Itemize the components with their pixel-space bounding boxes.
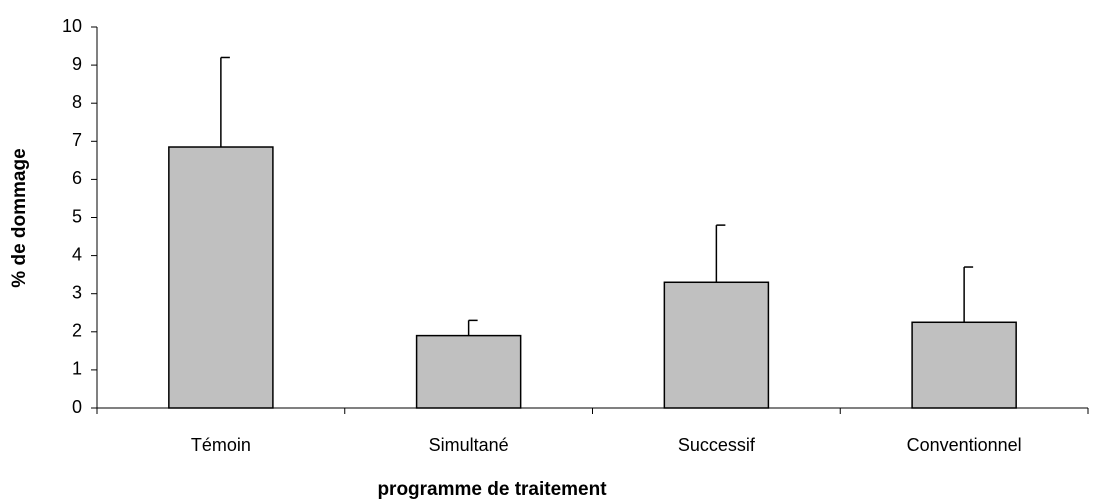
- bar: [663, 281, 770, 409]
- bar: [168, 146, 274, 409]
- x-tick-label: Conventionnel: [907, 435, 1022, 455]
- y-axis-label: % de dommage: [9, 148, 30, 287]
- y-tick-label: 10: [62, 16, 82, 36]
- y-tick-label: 9: [72, 54, 82, 74]
- y-tick-label: 5: [72, 206, 82, 226]
- bar: [911, 321, 1017, 409]
- y-tick-label: 6: [72, 168, 82, 188]
- y-tick-label: 3: [72, 282, 82, 302]
- x-tick-label: Simultané: [429, 435, 509, 455]
- y-tick-label: 8: [72, 92, 82, 112]
- x-axis-label: programme de traitement: [377, 479, 607, 500]
- x-tick-label: Témoin: [191, 435, 251, 455]
- y-tick-label: 1: [72, 359, 82, 379]
- x-tick-label: Successif: [678, 435, 756, 455]
- y-tick-label: 0: [72, 397, 82, 417]
- y-tick-label: 7: [72, 130, 82, 150]
- y-tick-label: 4: [72, 244, 82, 264]
- bar: [415, 334, 522, 409]
- y-tick-label: 2: [72, 321, 82, 341]
